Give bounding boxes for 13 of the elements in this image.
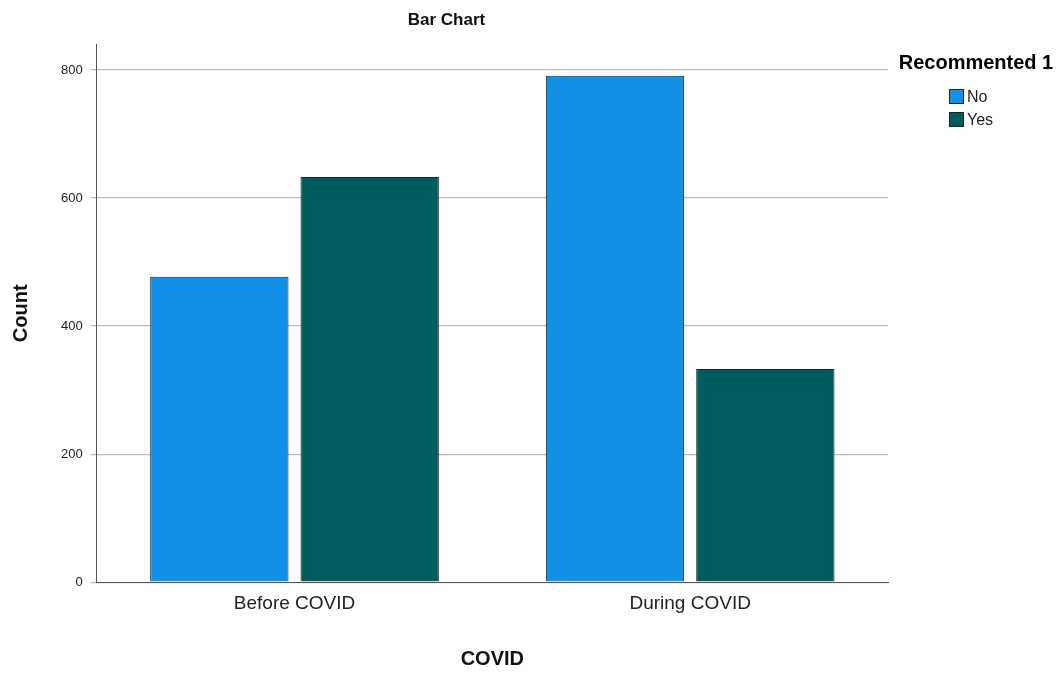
y-tick-label: 800 — [60, 61, 83, 77]
chart-title: Bar Chart — [407, 9, 486, 29]
y-tick-label: 600 — [60, 189, 83, 205]
y-tick-label: 0 — [75, 573, 83, 589]
y-tick-label: 400 — [60, 317, 83, 333]
x-tick-label: During COVID — [629, 591, 751, 613]
legend-title: Recommented 1 — [897, 51, 1055, 73]
y-tick-label: 200 — [60, 445, 83, 461]
y-axis-title: Count — [8, 284, 31, 343]
legend-label: Yes — [967, 110, 994, 129]
x-tick-label: Before COVID — [233, 591, 356, 613]
x-axis-title: COVID — [460, 646, 525, 669]
legend-label: No — [967, 87, 988, 106]
